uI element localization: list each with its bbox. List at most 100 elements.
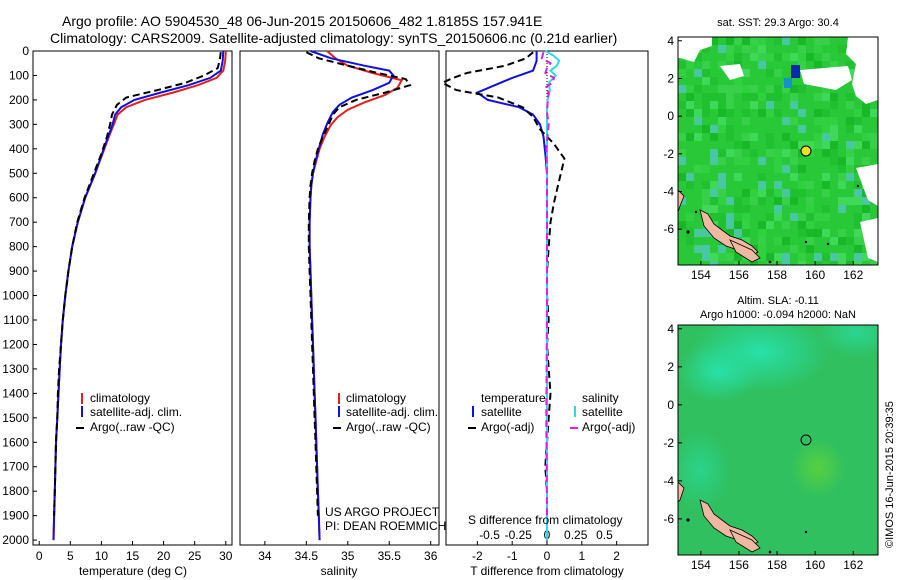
map-lat-label: -4 (663, 474, 674, 488)
header-line2: Climatology: CARS2009. Satellite-adjuste… (50, 30, 617, 46)
map-lat-label: -4 (663, 185, 674, 199)
s-tick-label: 0.25 (564, 528, 588, 542)
depth-tick-label: 100 (9, 68, 29, 82)
map-lon-label: 154 (691, 558, 711, 572)
depth-tick-label: 600 (9, 191, 29, 205)
x-tick-label: 25 (188, 549, 202, 563)
depth-tick-label: 400 (9, 142, 29, 156)
x-tick-label: 34 (258, 549, 272, 563)
map-lat-label: -6 (663, 512, 674, 526)
depth-tick-label: 1400 (2, 386, 29, 400)
map-lon-label: 154 (691, 268, 711, 282)
x-tick-label: 10 (95, 549, 109, 563)
s-tick-label: -0.5 (479, 528, 500, 542)
series-line-argo-raw-qc- (305, 51, 412, 516)
temperature-panel (32, 50, 233, 546)
map-top-title: sat. SST: 29.3 Argo: 30.4 (717, 17, 839, 29)
x-tick-label: 0 (36, 549, 43, 563)
x-tick-label: 20 (157, 549, 171, 563)
imos-stamp: ©IMOS 16-Jun-2015 20:39:35 (884, 401, 896, 548)
series-line-s-argo-adj- (540, 51, 556, 516)
s-diff-label: S difference from climatology (468, 513, 623, 527)
map-lon-label: 162 (843, 558, 863, 572)
diff-legend-sal-title: salinity (582, 391, 619, 405)
map-lon-label: 156 (729, 268, 749, 282)
x-tick-label: 1 (578, 549, 585, 563)
map-lon-label: 160 (805, 268, 825, 282)
series-line-satellite-adj-clim- (308, 50, 395, 541)
x-tick-label: 34.5 (295, 549, 319, 563)
s-tick-label: 0.5 (596, 528, 613, 542)
x-tick-label: 35 (341, 549, 355, 563)
depth-tick-label: 900 (9, 264, 29, 278)
map-lat-label: -6 (663, 222, 674, 236)
depth-tick-label: 1900 (2, 509, 29, 523)
depth-tick-label: 0 (22, 44, 29, 58)
map-lat-label: -2 (663, 436, 674, 450)
depth-tick-label: 300 (9, 117, 29, 131)
series-line-s-satellite (544, 50, 561, 541)
map-bottom-title2: Argo h1000: -0.094 h2000: NaN (700, 309, 856, 321)
map-lat-label: 4 (667, 322, 674, 336)
diff-legend-temp-satellite: satellite (481, 405, 522, 419)
depth-tick-label: 1200 (2, 337, 29, 351)
sal-legend-climatology: climatology (346, 391, 406, 405)
depth-tick-label: 1000 (2, 289, 29, 303)
sal-legend-argo: Argo(..raw -QC) (346, 420, 431, 434)
depth-tick-label: 1300 (2, 362, 29, 376)
depth-tick-label: 2000 (2, 533, 29, 547)
s-tick-label: -0.25 (505, 528, 533, 542)
sst-map (678, 37, 878, 265)
depth-tick-label: 1800 (2, 484, 29, 498)
map-lat-label: 4 (667, 34, 674, 48)
profile-plots: 0 5 10 15 20 25 30 34 34.5 35 35.5 36 -2 -1 0 1 2 -0.5 -0.… (36, 50, 620, 563)
temperature-legend: climatology satellite-adj. clim. Argo(..… (76, 391, 182, 434)
x-tick-label: 0 (544, 549, 551, 563)
map-bottom-title1: Altim. SLA: -0.11 (737, 295, 819, 307)
depth-tick-label: 1600 (2, 435, 29, 449)
map-lon-label: 160 (805, 558, 825, 572)
x-tick-label: -2 (472, 549, 483, 563)
map-lon-label: 158 (767, 268, 787, 282)
t-diff-axis-label: T difference from climatology (470, 564, 624, 578)
salinity-panel (239, 50, 440, 546)
argo-float-marker-bottom (800, 434, 812, 446)
diff-legend-sal-argo: Argo(-adj) (582, 420, 635, 434)
diff-legend-temp-title: temperature (481, 391, 546, 405)
temperature-axis-label: temperature (deg C) (79, 564, 187, 578)
x-tick-label: 15 (126, 549, 140, 563)
series-line-climatology (308, 50, 404, 541)
map-lat-label: 2 (667, 360, 674, 374)
depth-tick-label: 1500 (2, 411, 29, 425)
series-line-climatology (52, 50, 227, 541)
x-tick-label: 30 (219, 549, 233, 563)
depth-tick-label: 700 (9, 215, 29, 229)
x-tick-label: 2 (613, 549, 620, 563)
map-lon-label: 162 (843, 268, 863, 282)
temp-legend-argo: Argo(..raw -QC) (90, 420, 175, 434)
sal-legend-satellite: satellite-adj. clim. (346, 405, 438, 419)
salinity-axis-label: salinity (321, 564, 358, 578)
map-lat-label: -2 (663, 147, 674, 161)
map-lon-label: 156 (729, 558, 749, 572)
temp-legend-satellite: satellite-adj. clim. (90, 405, 182, 419)
map-lat-label: 0 (667, 398, 674, 412)
x-tick-label: -1 (507, 549, 518, 563)
diff-legend-sal-satellite: satellite (582, 405, 623, 419)
argo-float-marker-top (800, 145, 812, 157)
map-lat-label: 2 (667, 71, 674, 85)
sla-map (678, 325, 878, 555)
x-tick-label: 36 (424, 549, 438, 563)
diff-legend-temp-argo: Argo(-adj) (481, 420, 534, 434)
map-top-axes: 154 156 158 160 162 4 2 0 -2 -4 -6 (663, 34, 863, 282)
credit-pi: PI: DEAN ROEMMICH (325, 519, 446, 533)
x-tick-label: 5 (67, 549, 74, 563)
difference-legend: temperature satellite Argo(-adj) salinit… (468, 391, 635, 434)
map-lat-label: 0 (667, 109, 674, 123)
series-line-satellite-adj-clim- (52, 50, 225, 541)
salinity-legend: climatology satellite-adj. clim. Argo(..… (333, 391, 438, 434)
map-lon-label: 158 (767, 558, 787, 572)
depth-tick-label: 500 (9, 166, 29, 180)
header-line1: Argo profile: AO 5904530_48 06-Jun-2015 … (62, 13, 542, 29)
